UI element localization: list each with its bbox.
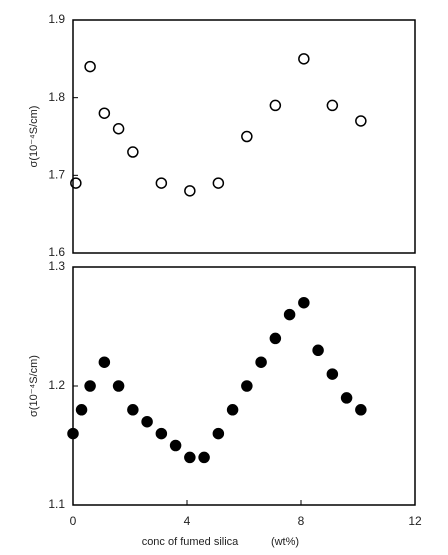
- x-tick-label: 12: [408, 514, 422, 528]
- y-tick-label: 1.6: [48, 245, 65, 259]
- data-point: [298, 296, 310, 309]
- data-point: [298, 53, 310, 65]
- x-axis-label: conc of fumed silica: [142, 536, 239, 548]
- data-point: [241, 380, 253, 392]
- data-point: [312, 344, 324, 357]
- data-point: [169, 439, 182, 452]
- plot-frame: [72, 19, 416, 254]
- data-point: [212, 427, 225, 440]
- data-point: [112, 122, 125, 135]
- x-tick-label: 8: [298, 514, 305, 528]
- data-point: [226, 404, 239, 416]
- data-point: [255, 356, 267, 368]
- data-point: [269, 99, 282, 112]
- data-point: [326, 368, 339, 380]
- x-tick-label: 0: [70, 514, 77, 528]
- data-point: [98, 356, 111, 368]
- y-tick-label: 1.9: [48, 12, 65, 26]
- data-point: [340, 392, 353, 404]
- data-point: [127, 404, 139, 416]
- y-axis-label: σ(10⁻⁴S/cm): [28, 355, 40, 417]
- y-axis-label: σ(10⁻⁴S/cm): [28, 106, 40, 168]
- data-point: [84, 60, 96, 73]
- data-point: [98, 107, 111, 119]
- y-tick-label: 1.2: [48, 378, 65, 392]
- y-tick-label: 1.8: [48, 90, 65, 104]
- data-point: [70, 177, 82, 189]
- data-point: [184, 185, 196, 197]
- data-point: [269, 332, 282, 345]
- data-point: [184, 451, 196, 464]
- y-tick-label: 1.7: [48, 168, 65, 182]
- data-point: [283, 308, 296, 321]
- y-tick-label: 1.3: [48, 259, 65, 273]
- data-point: [75, 404, 88, 416]
- data-point: [67, 427, 79, 440]
- data-point: [112, 380, 125, 392]
- data-point: [355, 404, 367, 416]
- data-point: [155, 427, 168, 440]
- data-point: [84, 380, 96, 392]
- data-point: [141, 415, 153, 428]
- data-point: [212, 177, 225, 189]
- data-point: [326, 99, 339, 112]
- x-tick-label: 4: [184, 514, 191, 528]
- data-point: [355, 115, 367, 127]
- data-point: [155, 177, 168, 189]
- data-point: [198, 451, 210, 464]
- x-axis-unit: (wt%): [271, 536, 299, 548]
- y-tick-label: 1.1: [48, 497, 65, 511]
- data-point: [241, 130, 253, 143]
- data-point: [127, 146, 139, 158]
